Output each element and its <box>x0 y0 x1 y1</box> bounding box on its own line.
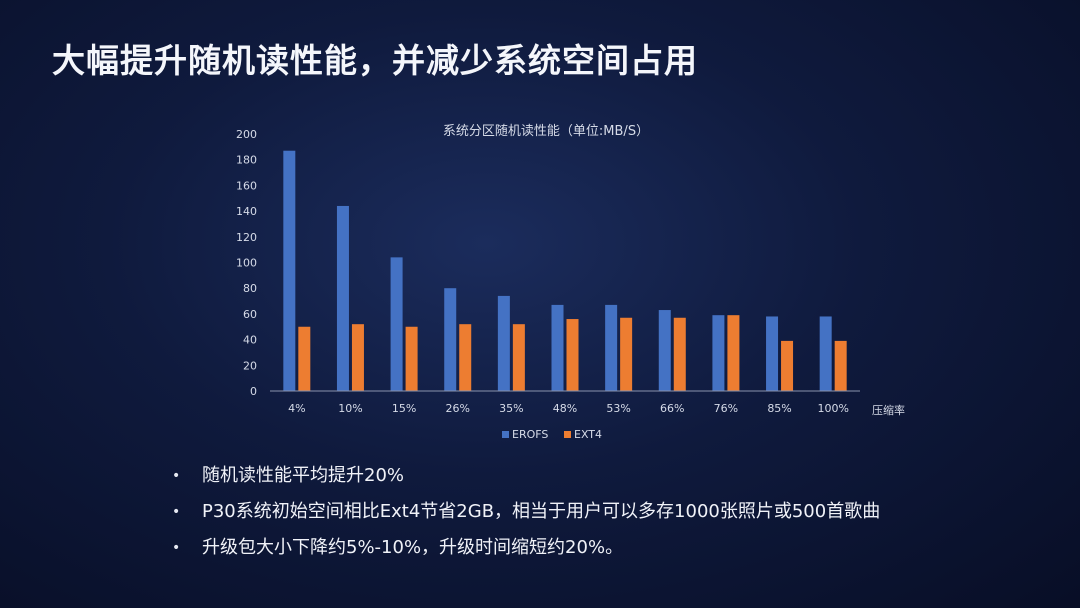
bullet-dot: • <box>172 468 181 484</box>
bar-erofs <box>336 205 349 391</box>
x-tick-label: 48% <box>553 402 577 415</box>
bullet-item: • 升级包大小下降约5%-10%，升级时间缩短约20%。 <box>172 530 880 566</box>
bullet-text: 随机读性能平均提升20% <box>202 465 405 486</box>
chart-title: 系统分区随机读性能（单位:MB/S） <box>443 124 649 139</box>
y-tick-label: 80 <box>243 282 257 295</box>
y-tick-label: 180 <box>236 154 257 167</box>
x-tick-label: 15% <box>392 402 416 415</box>
legend-label-ext4: EXT4 <box>574 428 602 441</box>
y-tick-label: 100 <box>236 257 257 270</box>
legend-swatch-erofs <box>502 431 509 438</box>
bar-erofs <box>605 304 618 391</box>
x-tick-label: 100% <box>817 402 848 415</box>
x-tick-label: 4% <box>288 402 305 415</box>
bar-erofs <box>712 315 725 391</box>
x-tick-label: 76% <box>714 402 738 415</box>
bar-ext4 <box>620 317 633 391</box>
slide-title: 大幅提升随机读性能，并减少系统空间占用 <box>52 41 698 80</box>
bar-ext4 <box>351 324 364 391</box>
bar-erofs <box>551 304 564 391</box>
bullet-text: 升级包大小下降约5%-10%，升级时间缩短约20%。 <box>202 537 624 558</box>
y-axis-ticks: 0 20 40 60 80 100 120 140 160 180 200 <box>236 128 257 398</box>
y-tick-label: 0 <box>250 385 257 398</box>
bullet-dot: • <box>172 504 181 520</box>
legend-label-erofs: EROFS <box>512 428 548 441</box>
bar-erofs <box>658 310 671 391</box>
bar-ext4 <box>834 340 847 391</box>
bar-erofs <box>766 316 779 391</box>
bar-ext4 <box>405 326 418 391</box>
y-tick-label: 20 <box>243 359 257 372</box>
x-axis-label: 压缩率 <box>872 403 905 417</box>
x-tick-label: 26% <box>446 402 470 415</box>
bullet-text: P30系统初始空间相比Ext4节省2GB，相当于用户可以多存1000张照片或50… <box>202 501 881 522</box>
bar-ext4 <box>727 315 740 391</box>
bar-ext4 <box>459 324 472 391</box>
y-tick-label: 160 <box>236 179 257 192</box>
y-tick-label: 140 <box>236 205 257 218</box>
chart-legend: EROFS EXT4 <box>502 428 602 441</box>
bar-ext4 <box>673 317 686 391</box>
y-tick-label: 200 <box>236 128 257 141</box>
y-tick-label: 120 <box>236 231 257 244</box>
y-tick-label: 40 <box>243 334 257 347</box>
x-tick-label: 35% <box>499 402 523 415</box>
bar-erofs <box>390 257 403 391</box>
x-axis-ticks: 4% 10% 15% 26% 35% 48% 53% 66% 76% 85% 100% <box>288 402 849 415</box>
bar-ext4 <box>566 319 579 391</box>
x-tick-label: 10% <box>338 402 362 415</box>
y-tick-label: 60 <box>243 308 257 321</box>
bar-erofs <box>444 288 457 391</box>
x-tick-label: 85% <box>767 402 791 415</box>
bar-ext4 <box>781 340 794 391</box>
bullet-dot: • <box>172 540 181 556</box>
bar-erofs <box>819 316 832 391</box>
bar-series-group <box>283 150 847 391</box>
bar-ext4 <box>298 326 311 391</box>
bullet-item: • P30系统初始空间相比Ext4节省2GB，相当于用户可以多存1000张照片或… <box>172 494 880 530</box>
bar-erofs <box>497 295 510 391</box>
bar-ext4 <box>512 324 525 391</box>
bullet-item: • 随机读性能平均提升20% <box>172 458 880 494</box>
legend-swatch-ext4 <box>564 431 571 438</box>
bullet-list: • 随机读性能平均提升20% • P30系统初始空间相比Ext4节省2GB，相当… <box>172 458 880 566</box>
x-tick-label: 53% <box>606 402 630 415</box>
x-tick-label: 66% <box>660 402 684 415</box>
bar-erofs <box>283 150 296 391</box>
